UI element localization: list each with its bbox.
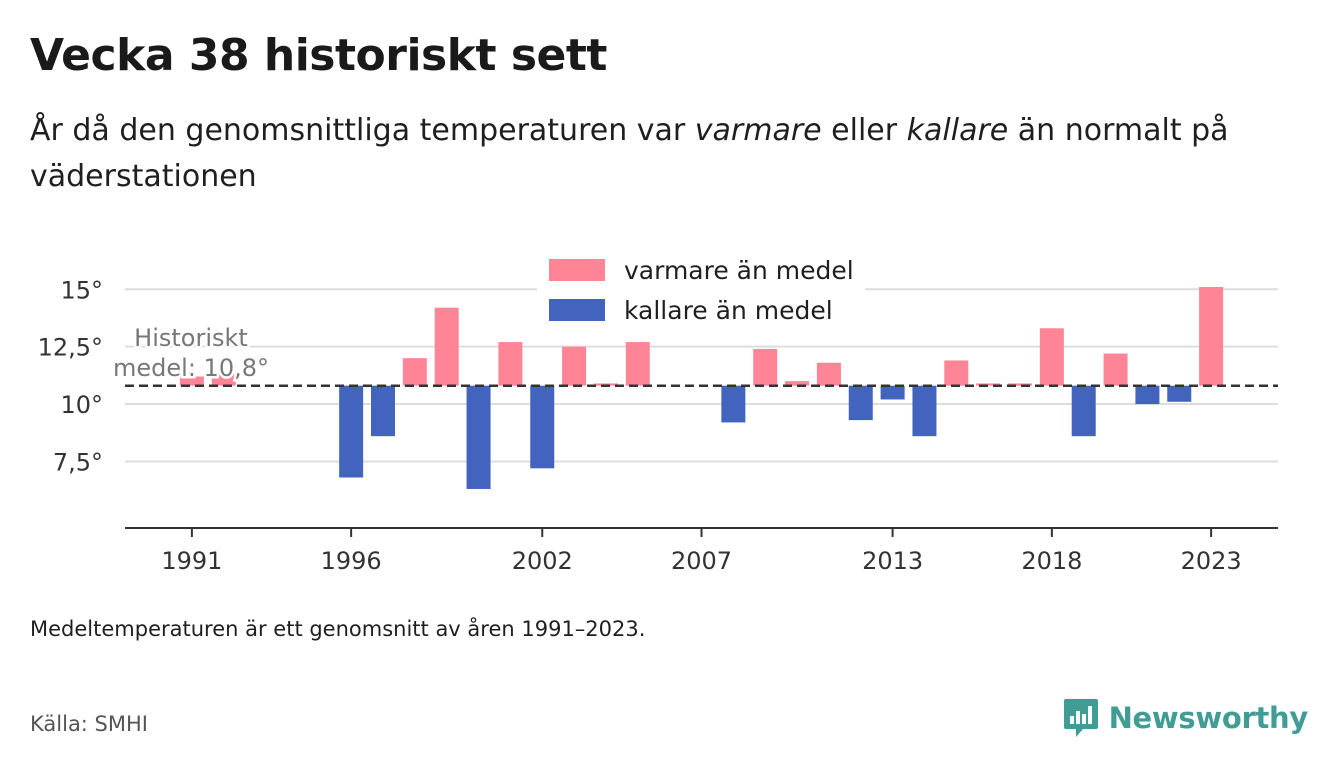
newsworthy-logo-icon	[1063, 699, 1098, 737]
x-tick-label: 1991	[161, 547, 222, 575]
brand-logo[interactable]: Newsworthy	[1063, 696, 1308, 740]
bar-2012[interactable]	[848, 385, 873, 421]
x-tick-label: 2002	[512, 547, 573, 575]
bar-2022[interactable]	[1167, 385, 1192, 402]
bar-1997[interactable]	[370, 385, 395, 437]
axes: 7,5° 10° 12,5° 15° 1991 1996 2002 2007 2013 2018 2…	[38, 276, 1278, 575]
bar-1998[interactable]	[402, 358, 427, 386]
bar-1992[interactable]	[211, 374, 236, 386]
bar-1991[interactable]	[179, 376, 204, 386]
bar-2017[interactable]	[1008, 383, 1033, 386]
footnote: Medeltemperaturen är ett genomsnitt av å…	[30, 617, 646, 641]
bar-2000[interactable]	[466, 385, 491, 489]
bar-2016[interactable]	[976, 383, 1001, 386]
bar-2001[interactable]	[498, 342, 523, 386]
bar-2023[interactable]	[1199, 287, 1224, 386]
x-tick-label: 2018	[1021, 547, 1082, 575]
y-tick-label: 10°	[60, 391, 103, 419]
bar-2013[interactable]	[880, 385, 905, 400]
x-tick-label: 2023	[1181, 547, 1242, 575]
mean-label-line: Historiskt	[134, 324, 248, 352]
bar-2019[interactable]	[1071, 385, 1096, 437]
bar-1996[interactable]	[339, 385, 364, 478]
bar-2002[interactable]	[530, 385, 555, 469]
mean-label-line: medel: 10,8°	[113, 354, 269, 382]
x-tick-label: 2013	[862, 547, 923, 575]
bars	[179, 287, 1224, 489]
bar-2003[interactable]	[562, 346, 587, 386]
y-tick-label: 7,5°	[53, 448, 103, 476]
x-tick-label: 2007	[671, 547, 732, 575]
legend-swatch	[549, 299, 605, 321]
subtitle-warm-word: varmare	[694, 113, 822, 148]
subtitle-cold-word: kallare	[906, 113, 1009, 148]
bar-2008[interactable]	[721, 385, 746, 423]
x-tick-label: 1996	[321, 547, 382, 575]
bar-2020[interactable]	[1103, 353, 1128, 386]
bar-2010[interactable]	[785, 381, 810, 386]
brand-name: Newsworthy	[1108, 701, 1309, 735]
bar-2009[interactable]	[753, 348, 778, 386]
legend-label: varmare än medel	[624, 256, 854, 285]
legend-swatch	[549, 259, 605, 281]
subtitle-part-2: eller	[821, 113, 907, 148]
bar-2021[interactable]	[1135, 385, 1160, 405]
source-label: Källa: SMHI	[30, 712, 148, 736]
bar-2015[interactable]	[944, 360, 969, 386]
bar-2005[interactable]	[625, 342, 650, 386]
subtitle-part-1: År då den genomsnittliga temperaturen va…	[30, 113, 695, 148]
bar-2018[interactable]	[1039, 328, 1064, 386]
y-tick-label: 12,5°	[38, 334, 103, 362]
legend: varmare än medel kallare än medel	[537, 248, 865, 336]
bar-2014[interactable]	[912, 385, 937, 437]
subtitle-part-3: än normalt på väderstationen	[30, 113, 1229, 194]
bar-1999[interactable]	[434, 307, 459, 386]
legend-label: kallare än medel	[624, 296, 833, 325]
chart-subtitle: År då den genomsnittliga temperaturen va…	[30, 108, 1270, 200]
bar-2011[interactable]	[816, 362, 841, 386]
y-tick-label: 15°	[60, 276, 103, 304]
chart-title: Vecka 38 historiskt sett	[30, 30, 607, 81]
